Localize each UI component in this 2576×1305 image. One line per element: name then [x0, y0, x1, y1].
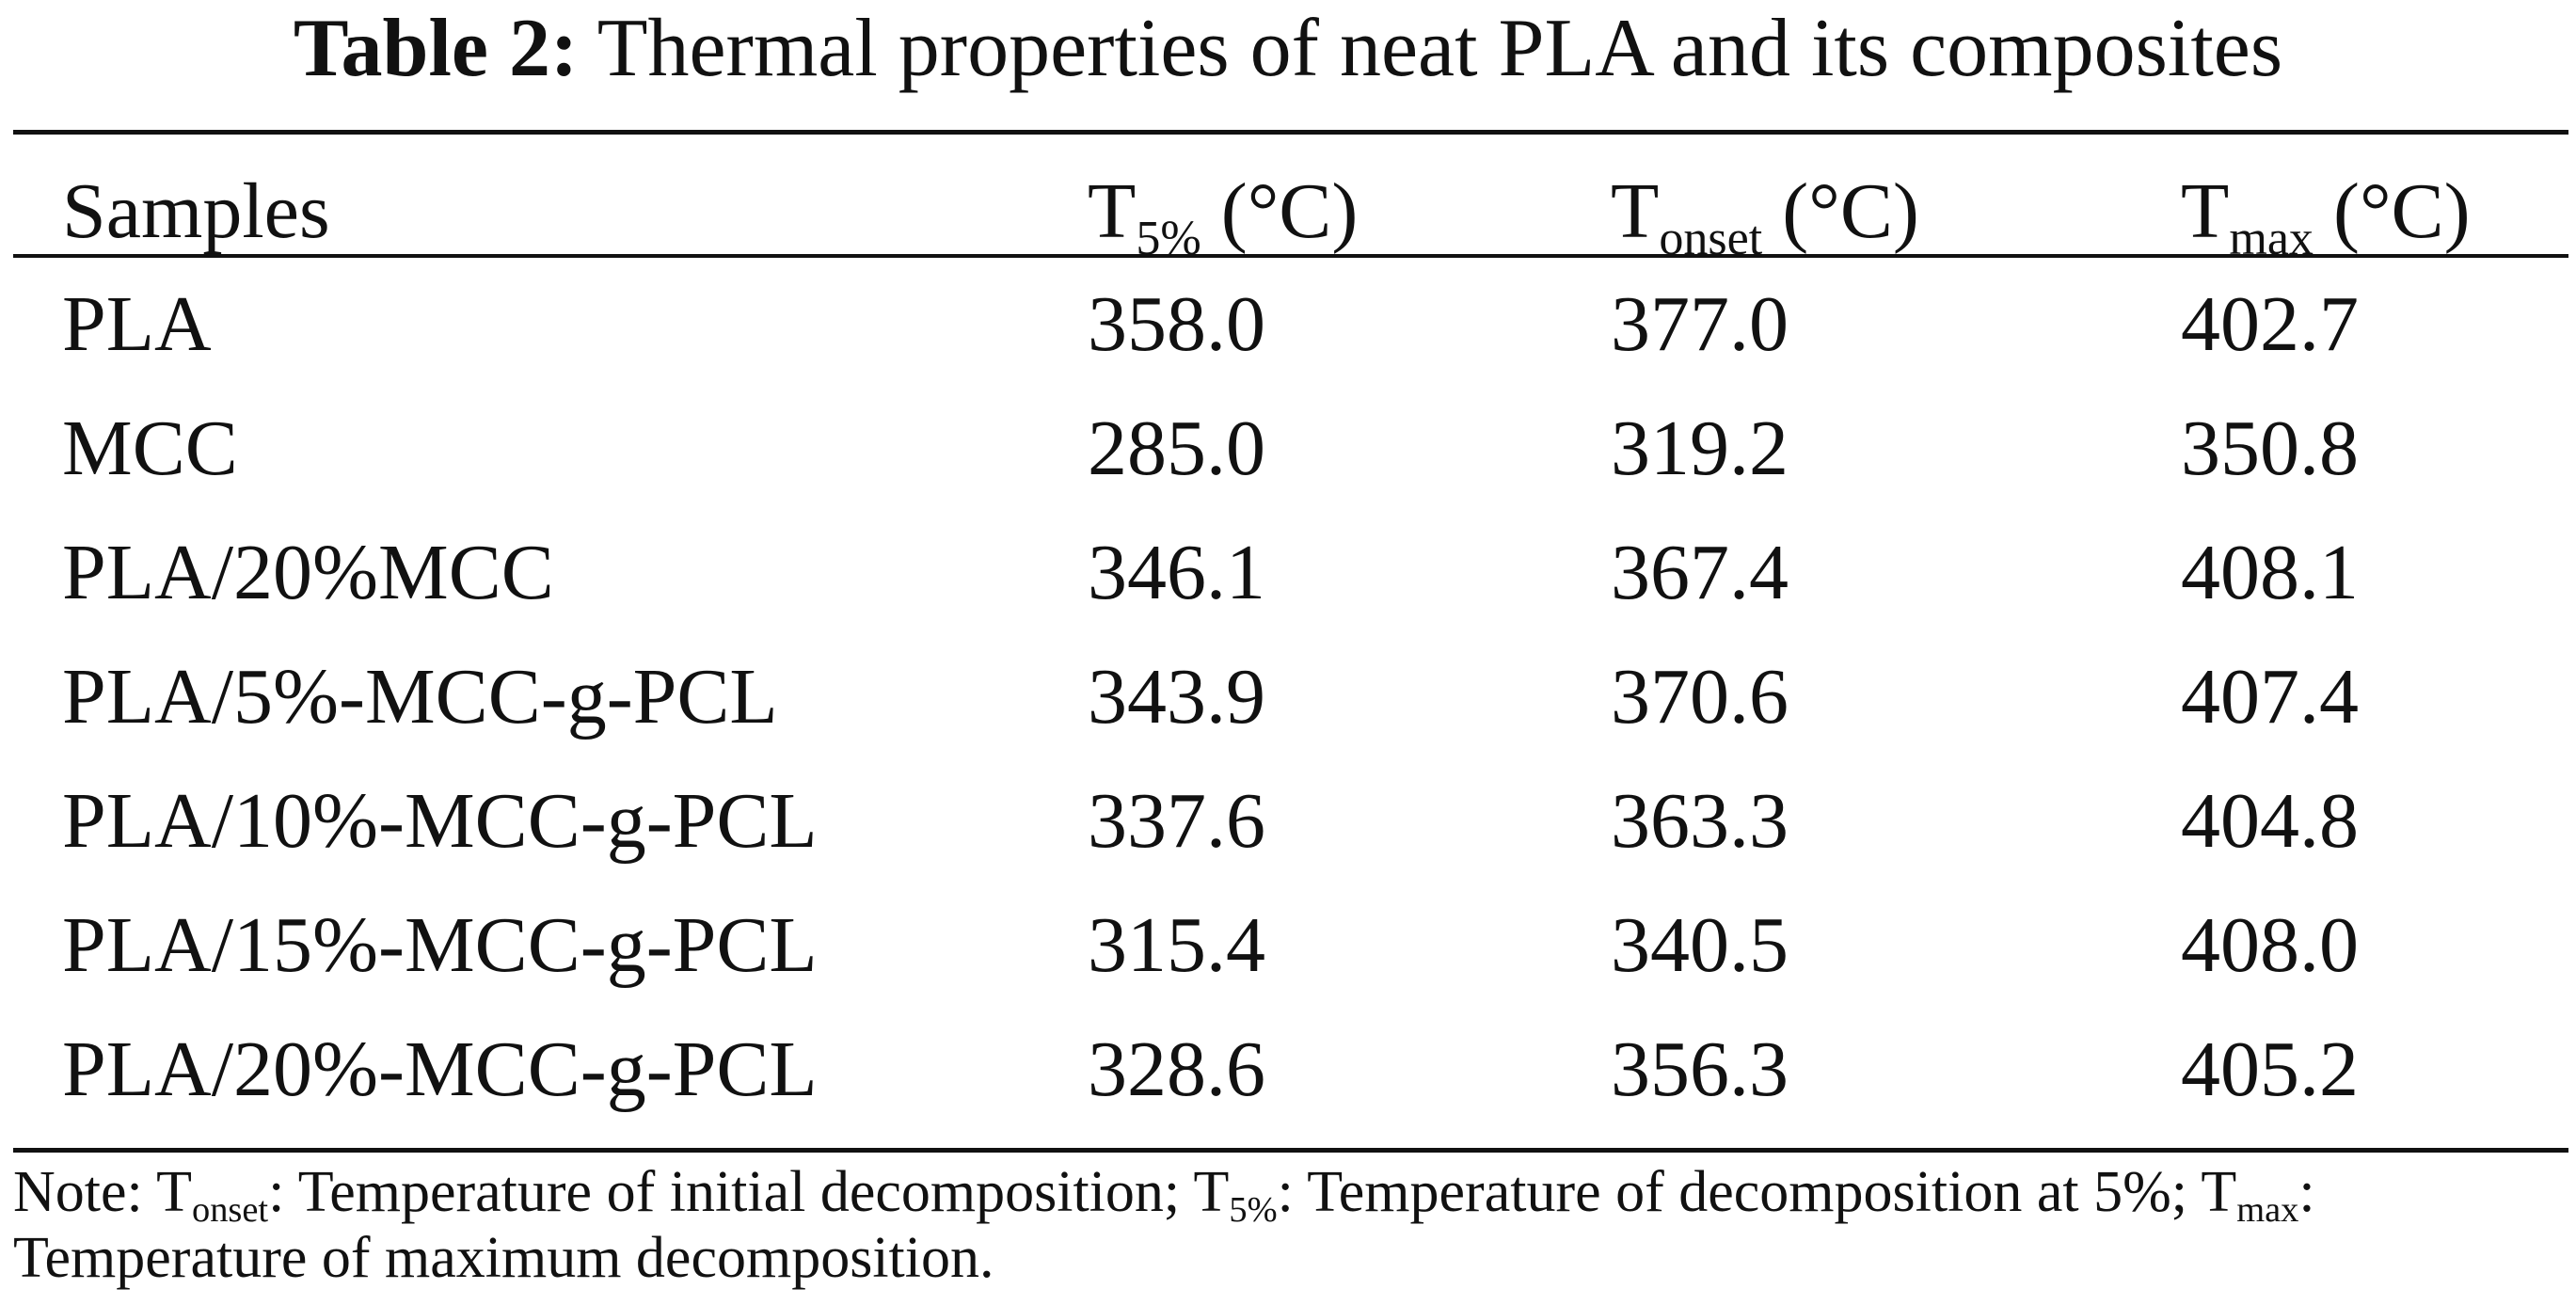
cell-tmax: 402.7	[2181, 280, 2359, 368]
cell-tonset: 319.2	[1611, 405, 1789, 492]
header-t5-unit: (°C)	[1201, 167, 1359, 255]
note-tmax-text: : Temperature of maximum decomposition.	[13, 1160, 2315, 1290]
cell-tonset: 356.3	[1611, 1026, 1789, 1113]
note-t5-subscript: 5%	[1229, 1189, 1278, 1230]
cell-tmax: 408.0	[2181, 901, 2359, 989]
note-t5-text: : Temperature of decomposition at 5%;	[1277, 1160, 2202, 1224]
header-t5: T5% (°C)	[1088, 165, 1359, 263]
cell-sample: PLA/15%-MCC-g-PCL	[62, 901, 818, 989]
header-t5-symbol: T	[1088, 167, 1137, 255]
top-rule	[13, 130, 2568, 135]
cell-tonset: 340.5	[1611, 901, 1789, 989]
table-row: MCC 285.0 319.2 350.8	[0, 402, 2576, 524]
bottom-rule	[13, 1148, 2568, 1153]
table-row: PLA/15%-MCC-g-PCL 315.4 340.5 408.0	[0, 899, 2576, 1021]
cell-t5: 346.1	[1088, 529, 1265, 616]
cell-tonset: 370.6	[1611, 653, 1789, 740]
note-onset-subscript: onset	[192, 1189, 269, 1230]
header-tmax-unit: (°C)	[2313, 167, 2471, 255]
note-symbol: T	[2201, 1160, 2237, 1224]
cell-tmax: 350.8	[2181, 405, 2359, 492]
note-prefix: Note:	[13, 1160, 157, 1224]
note-symbol: T	[1193, 1160, 1230, 1224]
table-row: PLA 358.0 377.0 402.7	[0, 278, 2576, 400]
cell-tmax: 407.4	[2181, 653, 2359, 740]
header-rule	[13, 254, 2568, 258]
cell-t5: 285.0	[1088, 405, 1265, 492]
cell-tmax: 405.2	[2181, 1026, 2359, 1113]
cell-sample: PLA/5%-MCC-g-PCL	[62, 653, 778, 740]
header-tmax: Tmax (°C)	[2181, 165, 2471, 263]
header-tonset-unit: (°C)	[1762, 167, 1919, 255]
cell-tonset: 367.4	[1611, 529, 1789, 616]
note-tmax-subscript: max	[2236, 1189, 2299, 1230]
cell-t5: 343.9	[1088, 653, 1265, 740]
cell-tmax: 404.8	[2181, 777, 2359, 865]
note-onset-text: : Temperature of initial decomposition;	[268, 1160, 1194, 1224]
cell-sample: PLA/20%-MCC-g-PCL	[62, 1026, 818, 1113]
cell-tonset: 377.0	[1611, 280, 1789, 368]
cell-sample: PLA/10%-MCC-g-PCL	[62, 777, 818, 865]
cell-t5: 328.6	[1088, 1026, 1265, 1113]
cell-tmax: 408.1	[2181, 529, 2359, 616]
header-tonset: Tonset (°C)	[1611, 165, 1919, 263]
table-row: PLA/10%-MCC-g-PCL 337.6 363.3 404.8	[0, 774, 2576, 897]
cell-sample: PLA/20%MCC	[62, 529, 554, 616]
cell-t5: 315.4	[1088, 901, 1265, 989]
table-row: PLA/5%-MCC-g-PCL 343.9 370.6 407.4	[0, 650, 2576, 772]
header-tonset-symbol: T	[1611, 167, 1660, 255]
header-samples: Samples	[62, 167, 330, 255]
table-note: Note: Tonset: Temperature of initial dec…	[13, 1159, 2568, 1291]
note-symbol: T	[156, 1160, 192, 1224]
table-title-text: Thermal properties of neat PLA and its c…	[596, 3, 2283, 94]
table-row: PLA/20%-MCC-g-PCL 328.6 356.3 405.2	[0, 1023, 2576, 1145]
cell-tonset: 363.3	[1611, 777, 1789, 865]
cell-sample: PLA	[62, 280, 212, 368]
cell-t5: 337.6	[1088, 777, 1265, 865]
header-tmax-symbol: T	[2181, 167, 2230, 255]
table-title-label: Table 2:	[293, 3, 579, 94]
cell-sample: MCC	[62, 405, 238, 492]
table-title: Table 2: Thermal properties of neat PLA …	[0, 2, 2576, 96]
table-row: PLA/20%MCC 346.1 367.4 408.1	[0, 526, 2576, 648]
cell-t5: 358.0	[1088, 280, 1265, 368]
